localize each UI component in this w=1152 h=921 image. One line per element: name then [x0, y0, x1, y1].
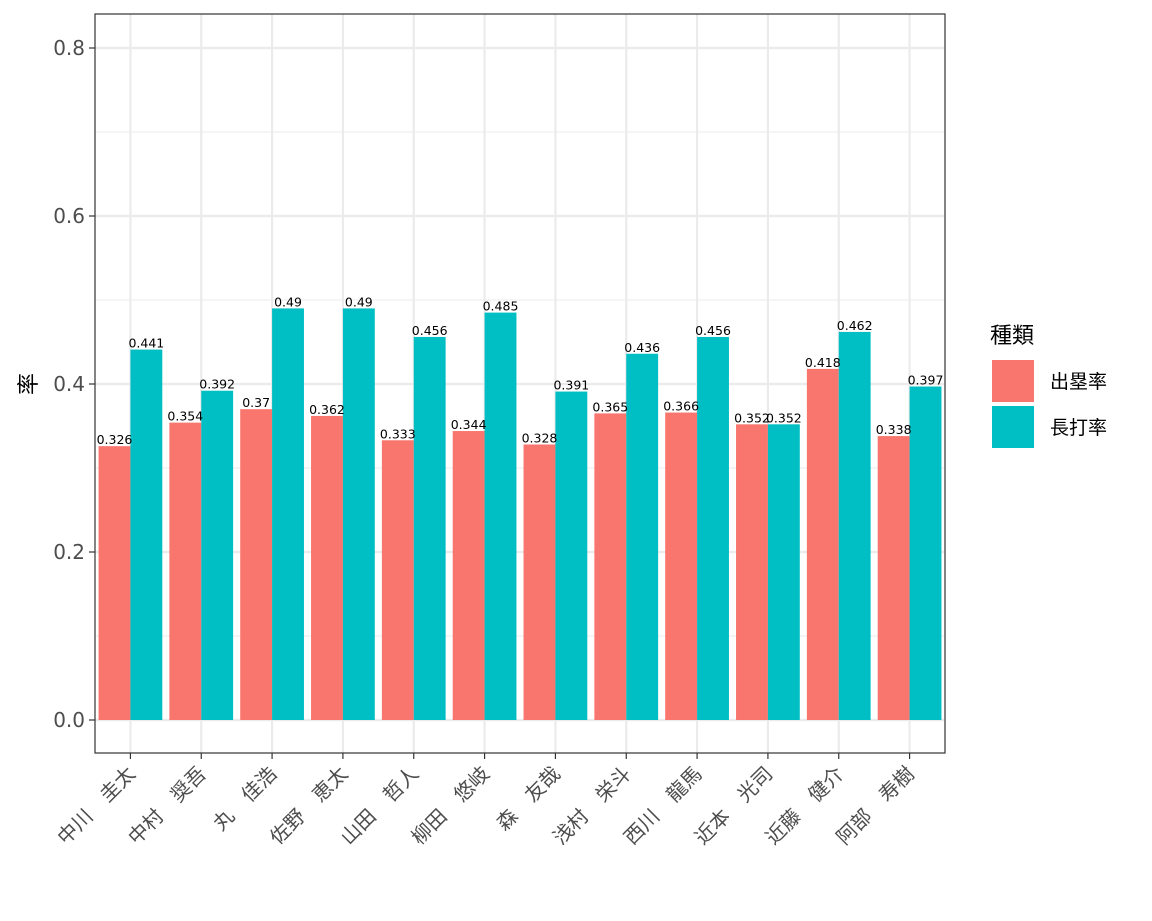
- bar: [240, 409, 273, 720]
- x-tick-label: 阿部 寿樹: [831, 762, 919, 850]
- y-axis: 0.0 0.2 0.4 0.6 0.8: [53, 36, 95, 732]
- y-tick-label: 0.0: [53, 708, 85, 732]
- data-label: 0.37: [242, 395, 270, 410]
- x-tick-label: 森 友哉: [491, 762, 565, 836]
- y-tick-label: 0.6: [53, 204, 85, 228]
- legend-key: [992, 360, 1034, 402]
- data-label: 0.49: [274, 294, 302, 309]
- data-label: 0.391: [553, 378, 589, 393]
- data-label: 0.397: [908, 373, 944, 388]
- bar: [877, 436, 910, 720]
- bar: [452, 431, 485, 720]
- data-label: 0.362: [309, 402, 345, 417]
- data-label: 0.352: [766, 410, 802, 425]
- bar: [909, 386, 942, 720]
- data-label: 0.418: [805, 355, 841, 370]
- bar: [272, 308, 304, 720]
- data-label: 0.354: [167, 409, 203, 424]
- bar: [806, 368, 839, 720]
- data-label: 0.436: [624, 340, 660, 355]
- legend-label: 長打率: [1050, 417, 1107, 439]
- data-label: 0.456: [695, 323, 731, 338]
- data-label: 0.338: [876, 422, 912, 437]
- minor-gridlines: [95, 131, 945, 637]
- data-label: 0.49: [345, 294, 373, 309]
- data-label: 0.326: [97, 432, 133, 447]
- bar: [665, 412, 698, 720]
- bar: [484, 312, 517, 720]
- data-label: 0.462: [837, 318, 873, 333]
- legend-key: [992, 406, 1034, 448]
- data-label: 0.328: [522, 430, 558, 445]
- x-tick-label: 中村 奨吾: [123, 762, 211, 850]
- bar: [555, 391, 588, 720]
- data-label: 0.485: [483, 299, 519, 314]
- bar: [169, 422, 202, 720]
- y-tick-label: 0.2: [53, 540, 85, 564]
- data-label: 0.352: [734, 410, 770, 425]
- data-label: 0.366: [663, 399, 699, 414]
- bar: [697, 336, 729, 720]
- legend-label: 出塁率: [1050, 371, 1107, 393]
- bar: [523, 444, 556, 720]
- bar: [838, 331, 871, 720]
- data-label: 0.344: [451, 417, 487, 432]
- y-tick-label: 0.8: [53, 36, 85, 60]
- bar: [626, 353, 659, 720]
- data-label: 0.392: [199, 377, 235, 392]
- legend-title: 種類: [990, 324, 1034, 349]
- bar: [130, 349, 163, 720]
- x-tick-label: 柳田 悠岐: [406, 762, 494, 850]
- y-axis-title: 率: [17, 373, 42, 395]
- bar: [201, 390, 234, 720]
- data-labels: 0.326 0.441 0.354 0.392 0.37 0.49 0.362 0.49 0.3…: [97, 294, 944, 447]
- bar: [767, 424, 800, 720]
- bar: [594, 413, 627, 720]
- data-label: 0.456: [412, 323, 448, 338]
- bar: [381, 440, 414, 720]
- bar: [342, 308, 375, 720]
- bars: [98, 308, 942, 720]
- data-label: 0.365: [592, 399, 628, 414]
- bar: [736, 424, 768, 720]
- data-label: 0.441: [128, 336, 164, 351]
- bar: [311, 415, 343, 720]
- bar: [413, 336, 446, 720]
- data-label: 0.333: [380, 426, 416, 441]
- x-tick-label: 丸 佳浩: [208, 762, 282, 836]
- y-tick-label: 0.4: [53, 372, 85, 396]
- bar: [98, 446, 131, 720]
